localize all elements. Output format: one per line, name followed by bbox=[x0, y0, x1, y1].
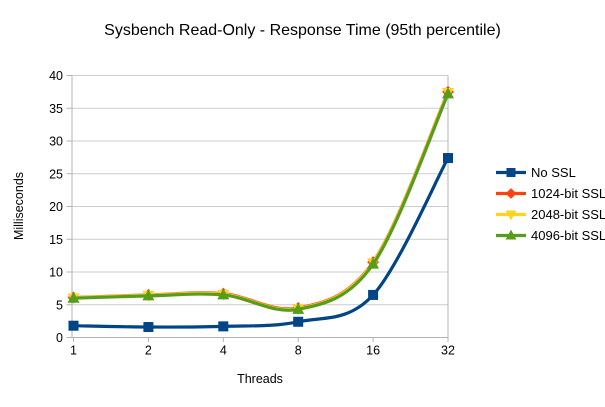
legend: No SSL 1024-bit SSL 2048-bit SSL 4096-bi… bbox=[496, 162, 605, 246]
data-point-marker-triangle-down bbox=[505, 210, 517, 221]
y-tick-label: 10 bbox=[49, 266, 63, 280]
data-point-marker-square bbox=[68, 320, 79, 331]
data-point-marker-square bbox=[368, 289, 379, 300]
series-line bbox=[71, 90, 450, 312]
series-line bbox=[71, 92, 450, 312]
legend-label: 2048-bit SSL bbox=[531, 207, 605, 222]
chart-title: Sysbench Read-Only - Response Time (95th… bbox=[104, 22, 501, 39]
legend-marker-1024-bit-ssl bbox=[496, 188, 526, 199]
data-point-marker-triangle-up bbox=[292, 302, 305, 314]
x-tick-label: 32 bbox=[441, 344, 455, 358]
data-point-marker-square bbox=[293, 316, 304, 327]
data-point-marker-triangle-up bbox=[442, 87, 454, 99]
legend-marker-no-ssl bbox=[496, 168, 526, 177]
series-line bbox=[71, 156, 450, 329]
y-tick-label: 5 bbox=[56, 298, 63, 312]
legend-item-4096-bit-ssl: 4096-bit SSL bbox=[496, 225, 605, 246]
data-point-marker-triangle-up bbox=[367, 257, 380, 269]
data-point-marker-triangle-up bbox=[217, 288, 230, 300]
x-tick-label: 4 bbox=[220, 344, 227, 358]
data-point-marker-triangle-up bbox=[505, 229, 517, 240]
legend-item-no-ssl: No SSL bbox=[496, 162, 605, 183]
legend-item-1024-bit-ssl: 1024-bit SSL bbox=[496, 183, 605, 204]
data-point-marker-square bbox=[143, 322, 154, 333]
legend-marker-2048-bit-ssl bbox=[496, 210, 526, 221]
data-point-marker-square bbox=[443, 153, 453, 164]
legend-label: 4096-bit SSL bbox=[531, 228, 605, 243]
series-2048-bit-ssl bbox=[67, 88, 454, 316]
data-point-marker-triangle-up bbox=[142, 289, 155, 301]
y-tick-label: 35 bbox=[49, 102, 63, 116]
data-point-marker-triangle-up bbox=[67, 291, 80, 303]
series-line bbox=[71, 90, 450, 311]
series-no-ssl bbox=[68, 153, 453, 333]
data-point-marker-diamond bbox=[505, 188, 517, 199]
x-tick-label: 2 bbox=[145, 344, 152, 358]
legend-marker-4096-bit-ssl bbox=[496, 229, 526, 240]
y-tick-label: 40 bbox=[49, 69, 63, 83]
x-tick-label: 8 bbox=[295, 344, 302, 358]
x-tick-label: 1 bbox=[70, 344, 77, 358]
y-tick-label: 25 bbox=[49, 167, 63, 181]
series-1024-bit-ssl bbox=[67, 85, 454, 315]
y-tick-label: 20 bbox=[49, 200, 63, 214]
data-point-marker-square bbox=[506, 168, 516, 177]
x-axis-title: Threads bbox=[237, 372, 283, 386]
y-tick-label: 15 bbox=[49, 233, 63, 247]
legend-label: 1024-bit SSL bbox=[531, 186, 605, 201]
legend-label: No SSL bbox=[531, 165, 576, 180]
series-4096-bit-ssl bbox=[67, 87, 454, 314]
x-tick-label: 16 bbox=[366, 344, 380, 358]
y-tick-label: 30 bbox=[49, 135, 63, 149]
data-point-marker-square bbox=[218, 321, 229, 332]
legend-item-2048-bit-ssl: 2048-bit SSL bbox=[496, 204, 605, 225]
y-tick-label: 0 bbox=[56, 331, 63, 345]
